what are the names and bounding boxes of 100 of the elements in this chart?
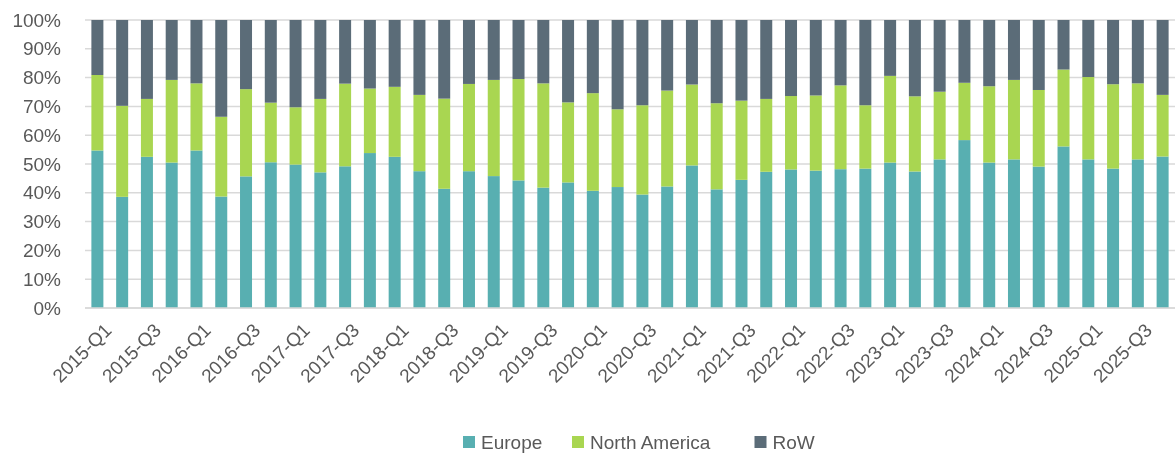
bar bbox=[1082, 159, 1095, 308]
bar bbox=[289, 20, 302, 108]
bar bbox=[562, 102, 575, 183]
bar bbox=[1156, 20, 1169, 95]
y-tick-label: 100% bbox=[12, 9, 62, 31]
bar bbox=[1007, 20, 1020, 80]
bar bbox=[215, 20, 228, 117]
bar bbox=[1107, 20, 1120, 85]
bar bbox=[562, 182, 575, 308]
bar bbox=[314, 172, 327, 308]
bar bbox=[636, 105, 649, 195]
bar bbox=[983, 20, 996, 87]
y-tick-label: 30% bbox=[22, 211, 62, 233]
bar bbox=[388, 86, 401, 157]
bar bbox=[636, 194, 649, 308]
bar bbox=[215, 196, 228, 308]
bar bbox=[438, 188, 451, 308]
bar bbox=[165, 79, 178, 163]
bar bbox=[586, 93, 599, 191]
bar bbox=[537, 187, 550, 308]
bar bbox=[809, 170, 822, 308]
bar bbox=[562, 20, 575, 103]
bar bbox=[958, 140, 971, 308]
bar bbox=[512, 20, 525, 80]
bar bbox=[438, 98, 451, 189]
bar bbox=[859, 105, 872, 169]
bar bbox=[685, 84, 698, 166]
bar bbox=[1156, 156, 1169, 308]
bar bbox=[537, 20, 550, 84]
bar bbox=[586, 20, 599, 94]
bar bbox=[983, 162, 996, 308]
bar bbox=[735, 20, 748, 101]
bar bbox=[487, 79, 500, 177]
bar bbox=[339, 83, 352, 167]
y-tick-label: 20% bbox=[22, 240, 62, 262]
legend-label: Europe bbox=[481, 431, 543, 453]
bar bbox=[388, 156, 401, 308]
bar bbox=[339, 20, 352, 84]
bar bbox=[611, 109, 624, 188]
bar bbox=[116, 196, 129, 308]
bar bbox=[1032, 89, 1045, 167]
bar bbox=[933, 159, 946, 308]
bar bbox=[314, 20, 327, 99]
bar bbox=[537, 83, 550, 188]
bar bbox=[785, 96, 798, 170]
bar bbox=[834, 169, 847, 308]
bar bbox=[760, 171, 773, 308]
bar bbox=[661, 20, 674, 91]
bar bbox=[685, 165, 698, 308]
legend-label: RoW bbox=[772, 431, 815, 453]
bar bbox=[512, 180, 525, 308]
bar bbox=[363, 20, 376, 89]
bar bbox=[834, 85, 847, 170]
bar bbox=[264, 162, 277, 308]
bar bbox=[884, 20, 897, 76]
bar bbox=[240, 20, 253, 90]
bar bbox=[785, 169, 798, 308]
bar bbox=[264, 20, 277, 103]
bar bbox=[710, 103, 723, 190]
y-tick-label: 0% bbox=[33, 297, 62, 319]
bar bbox=[933, 20, 946, 92]
y-tick-label: 60% bbox=[22, 124, 62, 146]
bar bbox=[1057, 69, 1070, 147]
bar bbox=[165, 20, 178, 80]
bar bbox=[91, 150, 104, 308]
bar bbox=[363, 153, 376, 308]
y-tick-label: 80% bbox=[22, 67, 62, 89]
bar bbox=[710, 20, 723, 104]
bar bbox=[636, 20, 649, 106]
bar bbox=[661, 90, 674, 187]
bar bbox=[190, 20, 203, 84]
bar bbox=[1156, 94, 1169, 157]
bar bbox=[487, 20, 500, 80]
bar bbox=[462, 171, 475, 308]
bar bbox=[388, 20, 401, 87]
bar bbox=[140, 98, 153, 157]
bar bbox=[215, 116, 228, 197]
bar bbox=[710, 189, 723, 308]
bar bbox=[908, 171, 921, 308]
bar bbox=[1007, 79, 1020, 160]
y-tick-label: 40% bbox=[22, 182, 62, 204]
bar bbox=[735, 100, 748, 180]
bar bbox=[983, 86, 996, 163]
bar bbox=[1131, 159, 1144, 308]
bar bbox=[1032, 166, 1045, 308]
bar bbox=[339, 166, 352, 308]
bar bbox=[1131, 83, 1144, 160]
bar bbox=[240, 176, 253, 308]
bar bbox=[165, 162, 178, 308]
bar bbox=[1007, 159, 1020, 308]
bar bbox=[1057, 20, 1070, 70]
bar bbox=[611, 187, 624, 308]
bar bbox=[438, 20, 451, 99]
bar bbox=[884, 162, 897, 308]
bar bbox=[462, 83, 475, 172]
bar bbox=[190, 150, 203, 308]
bar bbox=[240, 89, 253, 177]
bar bbox=[1107, 168, 1120, 308]
bar bbox=[785, 20, 798, 97]
y-tick-label: 50% bbox=[22, 153, 62, 175]
